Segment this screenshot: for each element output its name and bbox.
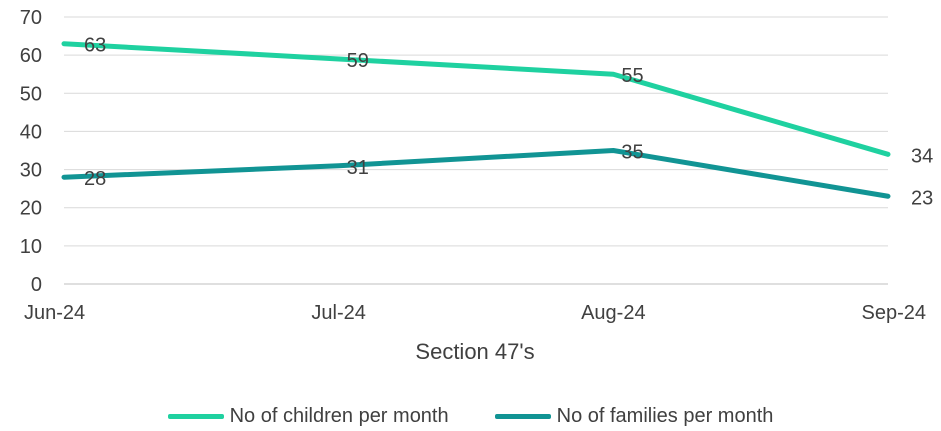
- y-tick-label: 50: [20, 83, 42, 105]
- data-label: 63: [84, 35, 106, 57]
- data-label: 35: [621, 142, 643, 164]
- data-label: 28: [84, 168, 106, 190]
- y-tick-label: 30: [20, 160, 42, 182]
- x-axis-title: Section 47's: [415, 339, 534, 364]
- data-label: 55: [621, 65, 643, 87]
- legend-swatch-families: [494, 413, 551, 419]
- y-tick-label: 10: [20, 236, 42, 258]
- y-tick-label: 40: [20, 121, 42, 143]
- data-label: 31: [347, 157, 369, 179]
- series-line-0: [61, 41, 891, 157]
- y-tick-label: 20: [20, 198, 42, 220]
- y-axis-ticks: 0 10 20 30 40 50 60 70: [20, 7, 42, 296]
- series-lines: [61, 41, 891, 199]
- x-tick-label: Aug-24: [581, 302, 646, 324]
- data-label: 34: [911, 145, 933, 167]
- data-labels: 63 59 55 34 28 31 35 23: [84, 35, 933, 210]
- y-tick-label: 0: [31, 274, 42, 296]
- x-tick-label: Jul-24: [311, 302, 365, 324]
- y-tick-label: 60: [20, 45, 42, 67]
- legend-swatch-children: [167, 413, 224, 419]
- line-chart: 0 10 20 30 40 50 60 70 Jun-24 Jul-24 Aug-24 Sep-24…: [20, 7, 934, 364]
- series-line-1: [61, 148, 891, 199]
- legend: No of children per month No of families …: [0, 403, 941, 429]
- legend-item-families: No of families per month: [494, 404, 774, 428]
- x-tick-label: Sep-24: [862, 302, 927, 324]
- y-tick-label: 70: [20, 7, 42, 29]
- x-tick-label: Jun-24: [24, 302, 85, 324]
- data-label: 59: [347, 50, 369, 72]
- legend-label-children: No of children per month: [229, 404, 449, 427]
- legend-item-children: No of children per month: [167, 404, 449, 428]
- legend-label-families: No of families per month: [556, 404, 774, 427]
- gridlines: [64, 16, 888, 285]
- data-label: 23: [911, 187, 933, 209]
- x-axis-ticks: Jun-24 Jul-24 Aug-24 Sep-24: [24, 302, 926, 324]
